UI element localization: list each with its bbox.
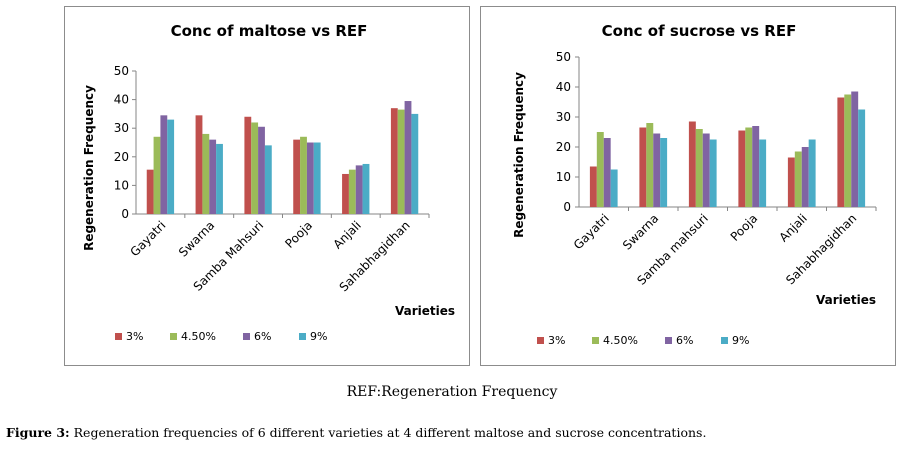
figure-caption-text: Regeneration frequencies of 6 different … [69,425,707,440]
bar [404,101,412,214]
bar [348,169,356,214]
bar [837,97,845,207]
bar [660,138,668,207]
chart-title: Conc of maltose vs REF [171,22,368,40]
bar [639,127,647,207]
y-tick-label: 10 [556,170,571,184]
bar [146,169,154,214]
legend-entry: 9% [732,334,749,347]
category-label: Swarna [620,211,661,252]
bar [195,115,203,214]
bar [300,136,307,214]
figure-caption: Figure 3: Regeneration frequencies of 6 … [6,425,706,440]
maltose-chart-panel: Conc of maltose vs REF Regeneration Frequ… [64,6,470,366]
legend-entry: 4.50% [603,334,638,347]
bar [653,133,661,207]
bar [596,132,604,207]
bar [858,109,866,207]
bar [244,116,252,214]
legend-swatch [115,333,122,340]
bar [362,163,370,214]
bar [603,138,611,207]
bar [390,108,398,214]
y-tick-label: 10 [114,178,129,192]
y-tick-label: 40 [556,80,571,94]
category-label: Pooja [282,218,315,251]
y-tick-label: 20 [556,140,571,154]
legend-swatch [170,333,177,340]
category-label: Anjali [331,218,364,251]
bar [153,136,161,214]
bar [752,126,760,207]
bar [167,119,175,214]
x-axis-label: Varieties [395,304,455,318]
bar [411,113,419,214]
y-tick-label: 0 [563,200,571,214]
legend-entry: 3% [548,334,565,347]
bar [794,151,802,207]
bar [759,139,767,207]
bar [216,143,223,214]
legend-entry: 9% [310,330,327,343]
legend-swatch [299,333,306,340]
bar [589,166,597,207]
y-axis-label: Regeneration Frequency [82,85,96,251]
sucrose-chart-panel: Conc of sucrose vs REF Regeneration Frequ… [480,6,896,366]
y-axis-label: Regeneration Frequency [512,72,526,238]
bar [342,173,349,214]
bar [787,157,795,207]
y-tick-label: 20 [114,150,129,164]
category-label: Gayatri [127,218,168,259]
bar [251,122,259,214]
category-label: Anjali [777,211,810,244]
bar [709,139,717,207]
y-tick-label: 50 [556,50,571,64]
legend-swatch [592,337,599,344]
bar [160,115,168,214]
figure-caption-label: Figure 3: [6,425,70,440]
legend-entry: 6% [676,334,693,347]
y-tick-label: 40 [114,93,129,107]
legend-swatch [243,333,250,340]
bar [851,91,859,207]
bar [695,129,703,207]
bar [610,169,618,207]
bar [293,139,301,214]
chart-title: Conc of sucrose vs REF [602,22,797,40]
category-label: Swarna [176,218,217,259]
maltose-chart: Conc of maltose vs REF Regeneration Frequ… [82,22,455,343]
legend-entry: 6% [254,330,271,343]
x-axis-label: Varieties [816,293,876,307]
category-label: Gayatri [571,211,612,252]
y-tick-label: 50 [114,64,129,78]
bar [397,109,405,214]
bar [264,145,272,214]
bar [258,126,265,214]
bar [646,123,654,207]
bar [745,127,753,207]
y-tick-label: 30 [114,121,129,135]
bar [209,139,217,214]
legend-entry: 4.50% [181,330,216,343]
legend-swatch [537,337,544,344]
legend-entry: 3% [126,330,143,343]
bar [844,94,852,207]
bar [202,133,210,214]
y-tick-label: 30 [556,110,571,124]
bar [738,130,746,207]
bar [688,121,696,207]
bar [801,147,809,207]
bar [355,165,363,214]
bar [808,139,816,207]
legend-swatch [665,337,672,344]
bar [702,133,710,207]
y-tick-label: 0 [121,207,129,221]
bar [306,142,314,214]
ref-abbreviation-note: REF:Regeneration Frequency [346,384,558,400]
legend-swatch [721,337,728,344]
sucrose-chart: Conc of sucrose vs REF Regeneration Frequ… [512,22,877,347]
bar [313,142,321,214]
category-label: Pooja [728,211,761,244]
